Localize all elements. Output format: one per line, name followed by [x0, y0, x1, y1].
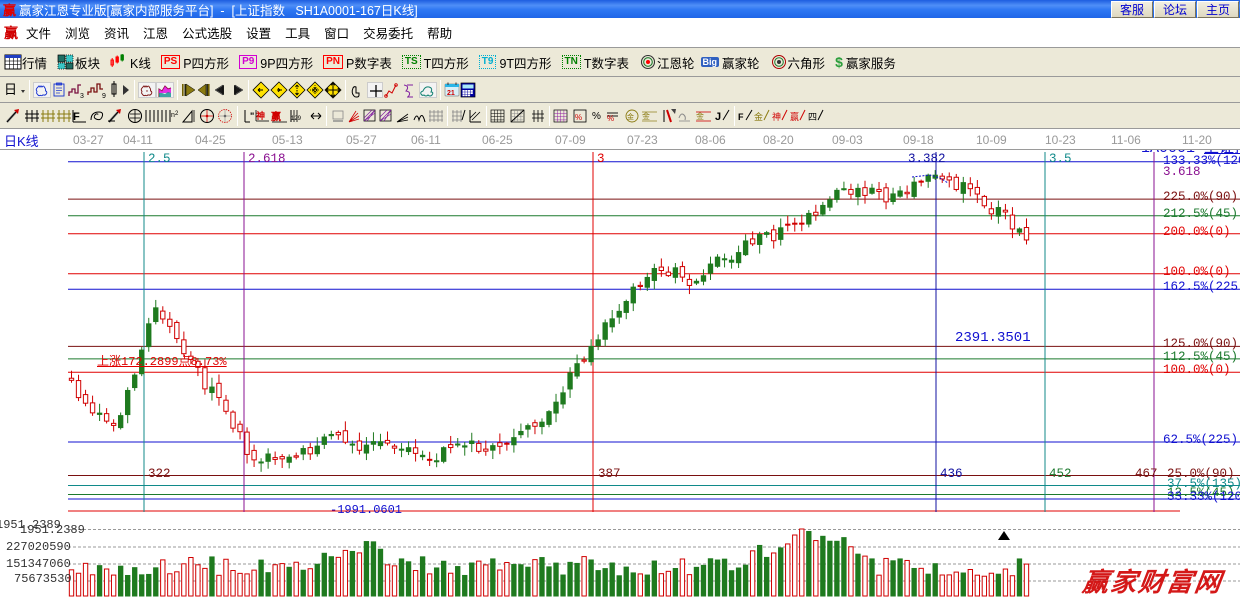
- svg-text:F: F: [738, 112, 744, 122]
- svg-text:金: 金: [696, 111, 704, 121]
- svg-text:9: 9: [102, 93, 106, 99]
- svg-text:赢: 赢: [790, 111, 799, 122]
- svg-text:四: 四: [808, 112, 817, 122]
- svg-text:金: 金: [627, 112, 634, 121]
- svg-text:J: J: [715, 111, 721, 123]
- svg-text:神: 神: [772, 111, 781, 122]
- svg-text:21: 21: [447, 90, 455, 97]
- svg-text:金: 金: [754, 111, 763, 122]
- svg-text:%: %: [592, 111, 601, 122]
- svg-text:%: %: [607, 114, 614, 123]
- svg-text:%: %: [575, 113, 582, 122]
- svg-text:3: 3: [80, 93, 84, 99]
- svg-text:F: F: [73, 111, 80, 123]
- svg-text:129: 129: [291, 116, 302, 122]
- svg-text:赢: 赢: [271, 110, 281, 123]
- svg-text:金: 金: [642, 111, 650, 121]
- svg-text:": ": [250, 111, 254, 121]
- svg-text:神: 神: [256, 110, 265, 121]
- svg-text:日: 日: [4, 82, 17, 97]
- svg-text:2: 2: [175, 111, 179, 117]
